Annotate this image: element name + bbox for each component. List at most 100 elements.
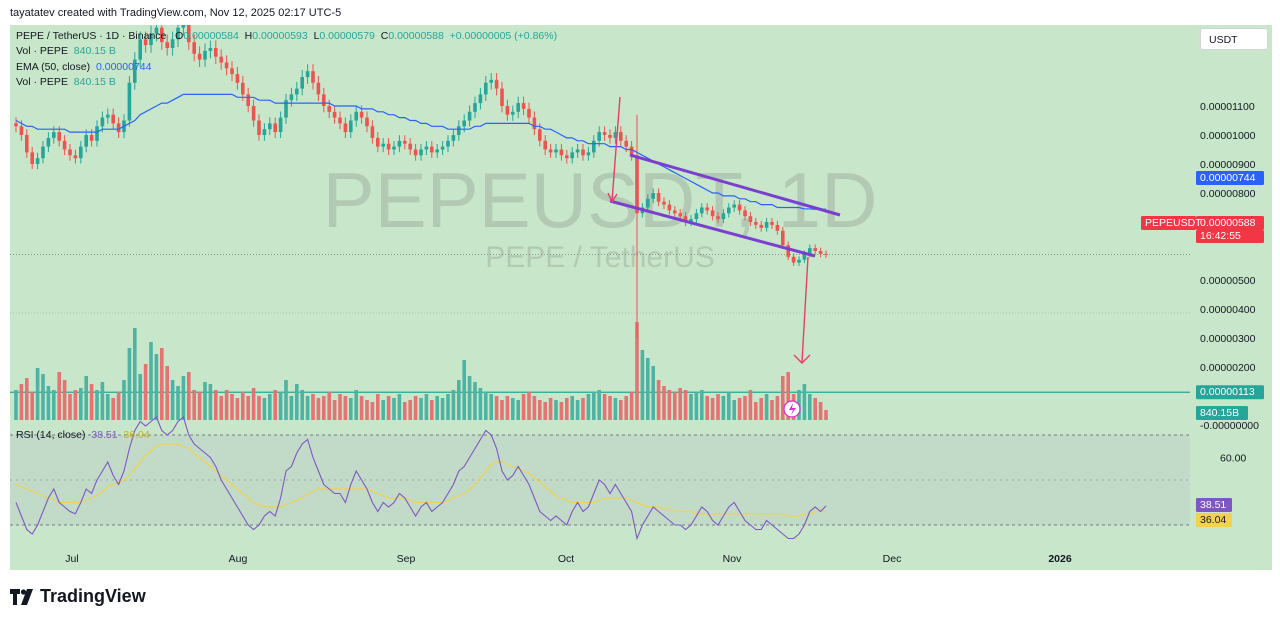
candle [133,59,137,83]
volume-bar [732,400,736,420]
candle [473,103,477,112]
volume-bar [224,390,229,420]
candle [451,135,456,141]
legend-volume-2[interactable]: Vol · PEPE 840.15 B [16,76,116,88]
candle [295,88,299,95]
tradingview-logo: TradingView [10,586,146,607]
volume-bar [284,380,288,420]
volume-bar [786,372,790,420]
volume-bar [300,390,304,420]
legend-l-label: L [313,30,320,42]
volume-bar [241,392,245,420]
symbol-badge: PEPEUSDT [1145,217,1202,229]
volume-bar [565,398,569,420]
volume-bar [559,402,564,420]
volume-bar [505,396,510,420]
volume-bar [764,394,769,420]
candle [349,120,353,133]
candle [505,106,510,115]
candle [538,129,542,141]
volume-bar [705,396,709,420]
volume-bar [484,392,488,420]
candle [608,135,612,138]
volume-bar [802,384,807,420]
volume-bar [95,390,99,420]
candle [95,126,99,141]
price-tick-label: 0.00000500 [1200,275,1256,287]
channel-upper-line [629,153,841,217]
candle [770,222,774,225]
candle [403,140,407,144]
legend-volume[interactable]: Vol · PEPE 840.15 B [16,45,116,57]
countdown-badge-bg [1196,230,1264,243]
legend-rsi-ma-value: 36.04 [123,429,150,441]
candle [602,132,607,135]
volume-bar [359,396,364,420]
volume-bar [392,398,396,420]
rsi-badge: 38.51 [1200,499,1226,511]
candle [494,79,499,89]
volume-bar [467,376,472,420]
candle [62,140,67,150]
candle [716,216,720,220]
candle [732,204,736,208]
volume-bar [586,394,591,420]
candle [305,71,310,77]
volume-bar [640,350,645,420]
candle [467,111,472,121]
volume-bar [516,400,520,420]
currency-unit-button[interactable]: USDT [1200,28,1268,50]
candle [230,68,234,75]
candle [575,149,580,153]
price-tick-label: 0.00000400 [1200,304,1256,316]
candle [343,123,348,133]
legend-rsi[interactable]: RSI (14, close) 38.51 36.04 [16,429,150,441]
candle [683,216,688,222]
candle [376,137,380,147]
rsi-ma-badge: 36.04 [1200,514,1226,526]
volume-bar [775,396,780,420]
time-tick-label: Dec [883,553,902,565]
candle [257,120,261,135]
candle [678,213,682,217]
candle [651,193,655,199]
volume-bar [754,402,758,420]
price-tick-label: 0.00001000 [1200,130,1256,142]
candle [484,82,488,95]
volume-bar [651,366,655,420]
volume-bar [73,390,78,420]
price-badge: 0.00000588 [1200,217,1256,229]
legend-vol2-value: 840.15 B [73,76,116,88]
volume-bar [30,392,34,420]
volume-bar [268,394,272,420]
tradingview-logo-text: TradingView [40,586,146,606]
candle [208,48,213,51]
volume-bar [154,354,159,420]
candle [214,48,218,57]
candle [619,132,623,141]
chart-area[interactable]: PEPEUSDT, 1D PEPE / TetherUS 0.00001100 0.0… [10,25,1272,570]
volume-bar [721,396,726,420]
rsi-badge-bg [1196,498,1232,512]
ema-50-line [15,93,826,210]
candle [278,117,283,133]
watermark-symbol: PEPEUSDT, 1D [323,156,878,244]
legend-c-label: C [380,30,389,42]
candle [705,207,709,211]
volume-bar [824,410,828,420]
volume-bar [170,380,175,420]
price-tick-label: 0.00000900 [1200,159,1256,171]
candle [646,198,650,208]
candle [775,224,780,231]
candle [419,149,423,156]
candle [797,259,801,263]
candle [548,149,553,153]
candle [41,146,45,159]
volume-bar [748,390,753,420]
volume-bar [543,402,547,420]
candle [818,251,823,254]
volume-bar [667,390,672,420]
legend-ema[interactable]: EMA (50, close) 0.00000744 [16,61,151,73]
legend-symbol: PEPE / TetherUS · 1D · Binance [16,30,167,42]
